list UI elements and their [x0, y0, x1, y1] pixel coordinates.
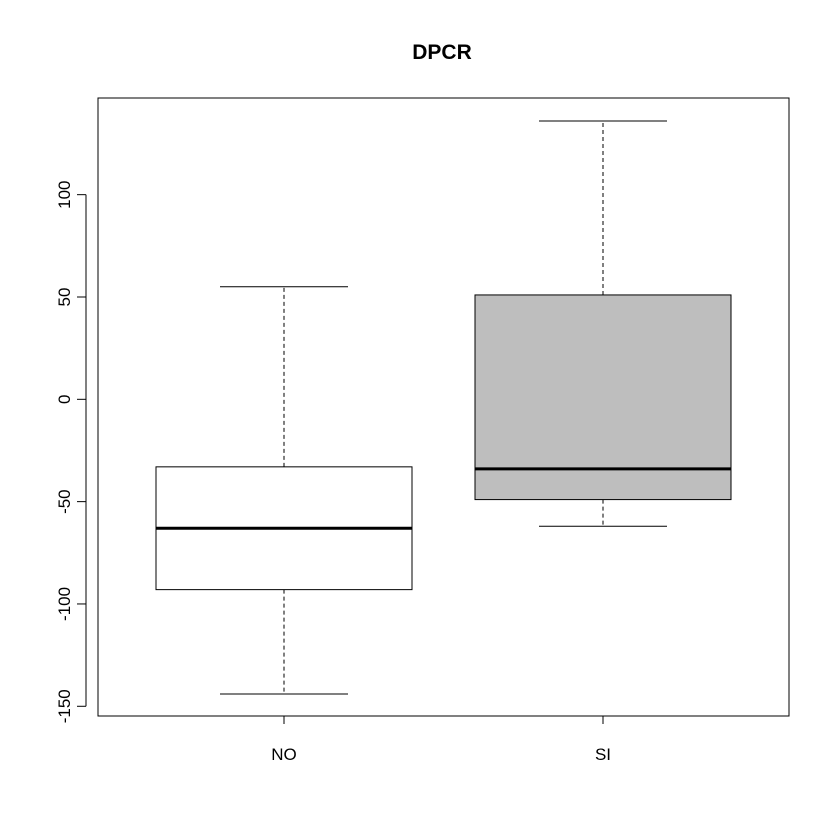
- chart-title: DPCR: [412, 41, 472, 64]
- iqr-box: [474, 294, 732, 501]
- x-axis: NO SI: [271, 716, 611, 764]
- y-tick-label: 50: [55, 288, 74, 307]
- plot-area: [97, 97, 790, 717]
- x-tick-label: NO: [271, 745, 297, 764]
- x-tick-label: SI: [595, 745, 611, 764]
- box-no: [155, 286, 413, 695]
- y-tick-label: 100: [55, 180, 74, 208]
- y-tick-label: -150: [55, 689, 74, 723]
- y-tick-label: -50: [55, 489, 74, 514]
- y-tick-label: 0: [55, 395, 74, 404]
- y-axis: -150 -100 -50 0 50 100: [55, 180, 87, 723]
- boxes: [155, 120, 732, 695]
- box-si: [474, 120, 732, 527]
- y-tick-label: -100: [55, 587, 74, 621]
